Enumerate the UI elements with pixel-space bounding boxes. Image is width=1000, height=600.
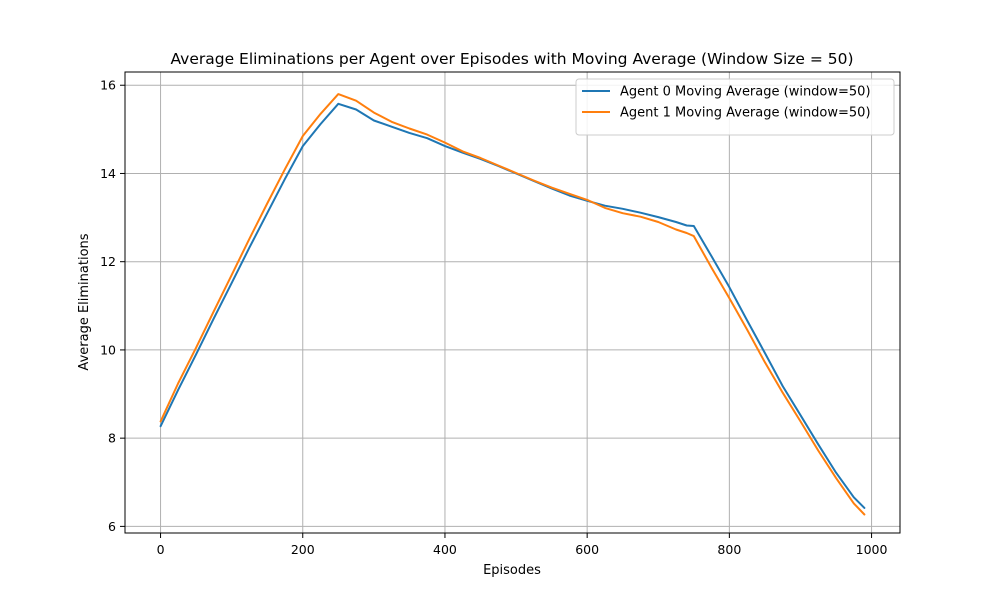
series-layer xyxy=(159,93,866,516)
series-line-agent-0 xyxy=(159,102,866,509)
legend-entry-label: Agent 1 Moving Average (window=50) xyxy=(620,106,871,121)
plot-frame xyxy=(124,71,901,534)
x-tick-label: 200 xyxy=(291,542,315,557)
legend-box xyxy=(575,78,895,136)
legend-entry-label: Agent 0 Moving Average (window=50) xyxy=(620,85,871,100)
x-axis-label: Episodes xyxy=(483,563,541,578)
y-axis-label: Average Eliminations xyxy=(77,233,92,370)
legend: Agent 0 Moving Average (window=50) Agent … xyxy=(575,78,895,136)
y-tick-label: 8 xyxy=(108,431,116,446)
y-tick-label: 6 xyxy=(108,519,116,534)
x-tick-label: 600 xyxy=(575,542,599,557)
y-tick-label: 10 xyxy=(100,342,116,357)
y-tick-label: 14 xyxy=(100,166,116,181)
y-tick-label: 12 xyxy=(100,254,116,269)
chart-title: Average Eliminations per Agent over Epis… xyxy=(170,50,853,68)
y-tick-label: 16 xyxy=(100,78,116,93)
grid xyxy=(125,72,900,533)
x-tick-label: 400 xyxy=(433,542,457,557)
series-line-agent-1 xyxy=(159,93,866,516)
x-tick-label: 1000 xyxy=(856,542,888,557)
x-tick-label: 800 xyxy=(717,542,741,557)
axis-ticks: 0 200 400 600 800 1000 6 8 10 12 14 16 xyxy=(100,78,887,557)
x-tick-label: 0 xyxy=(157,542,165,557)
